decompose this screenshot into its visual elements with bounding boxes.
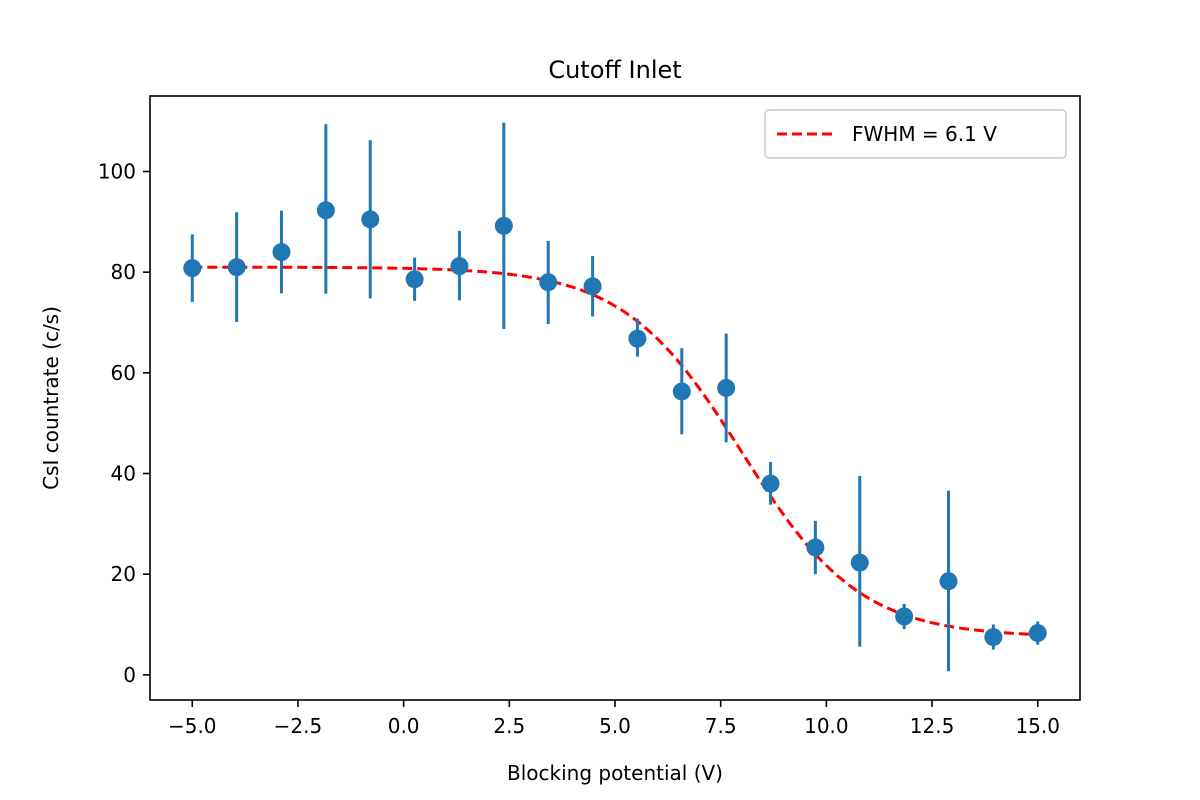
- data-point: [672, 382, 691, 401]
- legend-fit-label: FWHM = 6.1 V: [852, 122, 997, 146]
- x-tick-label: 7.5: [705, 714, 737, 738]
- data-point: [806, 538, 825, 557]
- data-point: [1028, 624, 1047, 643]
- x-axis-label: Blocking potential (V): [507, 761, 723, 785]
- y-tick-label: 0: [123, 663, 136, 687]
- y-axis: 0 20 40 60 80 100: [98, 160, 150, 687]
- data-point: [984, 628, 1003, 647]
- x-tick-label: 12.5: [910, 714, 955, 738]
- y-tick-label: 60: [111, 361, 136, 385]
- fit-curve: [192, 265, 1038, 637]
- data-point: [761, 474, 780, 493]
- data-point: [850, 553, 869, 572]
- data-point: [494, 216, 513, 235]
- data-point: [361, 210, 380, 229]
- x-tick-label: 15.0: [1015, 714, 1060, 738]
- x-tick-label: 10.0: [804, 714, 849, 738]
- x-tick-label: 0.0: [388, 714, 420, 738]
- x-axis: −5.0 −2.5 0.0 2.5 5.0 7.5 10.0 12.5 15.0: [168, 700, 1060, 738]
- data-point: [895, 607, 914, 626]
- data-point: [939, 572, 958, 591]
- x-tick-label: −2.5: [274, 714, 323, 738]
- chart-title: Cutoff Inlet: [548, 56, 681, 84]
- x-tick-label: −5.0: [168, 714, 217, 738]
- data-point: [183, 259, 202, 278]
- data-point: [628, 329, 647, 348]
- data-point: [272, 243, 291, 262]
- legend: FWHM = 6.1 V: [764, 109, 1067, 159]
- x-tick-label: 5.0: [599, 714, 631, 738]
- y-tick-label: 80: [111, 260, 136, 284]
- plot-area: [183, 122, 1047, 672]
- data-point: [227, 258, 246, 277]
- data-point: [717, 378, 736, 397]
- y-tick-label: 100: [98, 160, 136, 184]
- data-point: [316, 201, 335, 220]
- legend-box: [764, 109, 1067, 159]
- data-point: [450, 257, 469, 276]
- y-tick-label: 40: [111, 462, 136, 486]
- data-point: [583, 277, 602, 296]
- y-axis-label: CsI countrate (c/s): [39, 306, 63, 490]
- data-point: [539, 273, 558, 292]
- y-tick-label: 20: [111, 562, 136, 586]
- data-point: [405, 270, 424, 289]
- x-tick-label: 2.5: [493, 714, 525, 738]
